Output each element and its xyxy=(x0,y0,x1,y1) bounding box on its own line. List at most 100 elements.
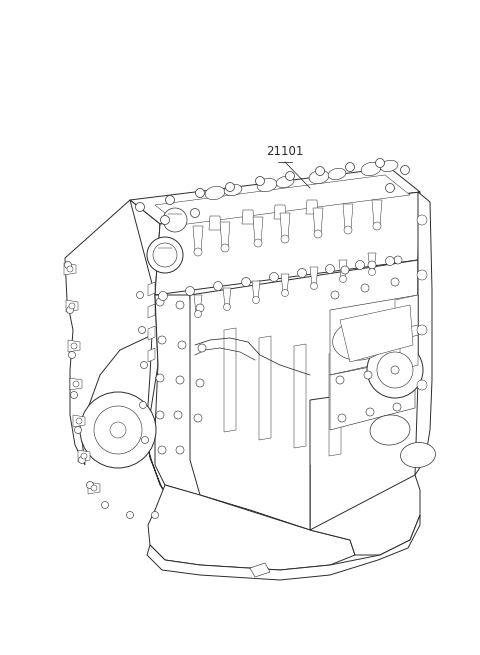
Circle shape xyxy=(281,235,289,243)
Polygon shape xyxy=(148,304,155,318)
Polygon shape xyxy=(310,475,420,555)
Circle shape xyxy=(81,453,87,459)
Circle shape xyxy=(224,303,230,310)
Circle shape xyxy=(325,265,335,274)
Circle shape xyxy=(152,512,158,519)
Ellipse shape xyxy=(380,160,398,172)
Circle shape xyxy=(158,336,166,344)
Circle shape xyxy=(86,481,94,489)
Circle shape xyxy=(91,485,97,491)
Circle shape xyxy=(196,304,204,312)
Circle shape xyxy=(147,237,183,273)
Circle shape xyxy=(69,303,75,309)
Circle shape xyxy=(153,243,177,267)
Polygon shape xyxy=(223,288,231,306)
Polygon shape xyxy=(68,340,80,352)
Circle shape xyxy=(101,502,108,508)
Circle shape xyxy=(69,352,75,358)
Circle shape xyxy=(252,297,260,303)
Circle shape xyxy=(298,269,307,278)
Circle shape xyxy=(140,402,146,409)
Circle shape xyxy=(174,411,182,419)
Circle shape xyxy=(156,411,164,419)
Polygon shape xyxy=(368,253,376,271)
Circle shape xyxy=(331,291,339,299)
Polygon shape xyxy=(147,515,420,580)
Polygon shape xyxy=(281,274,289,292)
Circle shape xyxy=(375,159,384,168)
Circle shape xyxy=(163,208,187,232)
Polygon shape xyxy=(194,295,202,313)
Circle shape xyxy=(281,290,288,297)
Circle shape xyxy=(385,183,395,193)
Circle shape xyxy=(255,176,264,185)
Circle shape xyxy=(166,195,175,204)
Ellipse shape xyxy=(224,184,242,196)
Circle shape xyxy=(364,371,372,379)
Circle shape xyxy=(135,202,144,212)
Polygon shape xyxy=(148,326,155,340)
Circle shape xyxy=(156,374,164,382)
Circle shape xyxy=(196,379,204,387)
Circle shape xyxy=(136,291,144,299)
Polygon shape xyxy=(125,200,160,295)
Polygon shape xyxy=(193,226,203,251)
Polygon shape xyxy=(155,295,310,530)
Circle shape xyxy=(400,166,409,174)
Circle shape xyxy=(339,276,347,282)
Circle shape xyxy=(385,257,395,265)
Circle shape xyxy=(391,366,399,374)
Circle shape xyxy=(73,381,79,387)
Polygon shape xyxy=(88,482,100,494)
Circle shape xyxy=(314,230,322,238)
Polygon shape xyxy=(274,205,286,219)
Polygon shape xyxy=(330,295,418,375)
Polygon shape xyxy=(310,267,318,285)
Circle shape xyxy=(141,362,147,369)
Polygon shape xyxy=(313,208,323,233)
Circle shape xyxy=(110,422,126,438)
Polygon shape xyxy=(415,192,432,475)
Ellipse shape xyxy=(333,320,387,360)
Circle shape xyxy=(344,226,352,234)
Ellipse shape xyxy=(400,443,435,468)
Polygon shape xyxy=(259,336,271,440)
Circle shape xyxy=(367,342,423,398)
Circle shape xyxy=(346,162,355,172)
Polygon shape xyxy=(306,200,318,214)
Circle shape xyxy=(156,298,164,306)
Circle shape xyxy=(94,406,142,454)
Ellipse shape xyxy=(370,415,410,445)
Polygon shape xyxy=(65,200,200,515)
Circle shape xyxy=(226,183,235,191)
Circle shape xyxy=(64,261,72,269)
Polygon shape xyxy=(155,175,410,225)
Circle shape xyxy=(176,446,184,454)
Polygon shape xyxy=(148,485,355,570)
Polygon shape xyxy=(252,281,260,299)
Circle shape xyxy=(417,215,427,225)
Circle shape xyxy=(366,408,374,416)
Circle shape xyxy=(158,291,168,301)
Polygon shape xyxy=(242,210,254,224)
Circle shape xyxy=(417,380,427,390)
Circle shape xyxy=(241,278,251,286)
Polygon shape xyxy=(343,204,353,229)
Circle shape xyxy=(214,282,223,291)
Circle shape xyxy=(286,172,295,181)
Circle shape xyxy=(139,326,145,333)
Circle shape xyxy=(311,282,317,290)
Circle shape xyxy=(417,325,427,335)
Polygon shape xyxy=(148,282,155,296)
Circle shape xyxy=(71,392,77,398)
Polygon shape xyxy=(64,263,76,275)
Polygon shape xyxy=(339,260,347,278)
Circle shape xyxy=(194,414,202,422)
Circle shape xyxy=(160,215,169,225)
Circle shape xyxy=(361,284,369,292)
Ellipse shape xyxy=(205,186,225,200)
Circle shape xyxy=(394,256,402,264)
Circle shape xyxy=(191,208,200,217)
Circle shape xyxy=(142,436,148,443)
Circle shape xyxy=(67,266,73,272)
